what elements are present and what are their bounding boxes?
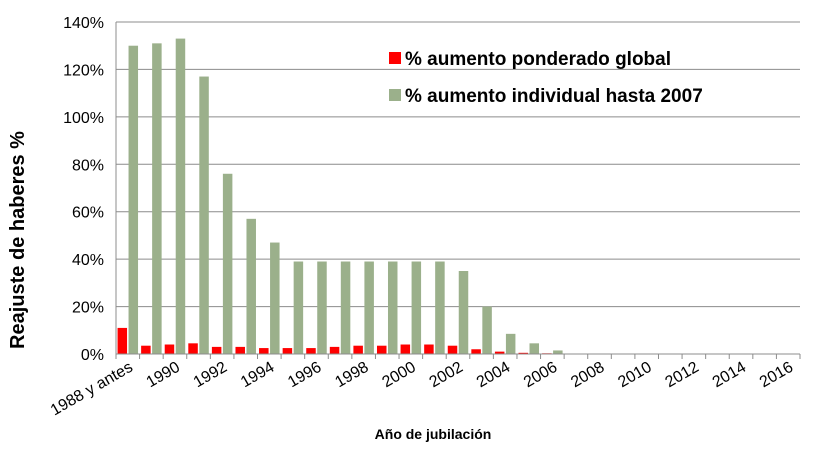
bar-ponderado	[164, 344, 175, 354]
y-tick-label: 140%	[63, 15, 104, 32]
bar-individual	[199, 76, 209, 355]
bar-individual	[222, 173, 233, 354]
bar-individual	[340, 261, 351, 354]
x-tick-label: 2002	[427, 359, 466, 392]
y-axis-title: Reajuste de haberes %	[7, 131, 29, 349]
x-tick-label: 1996	[285, 359, 324, 392]
legend-label-ponderado: % aumento ponderado global	[405, 49, 671, 70]
x-tick-label: 2006	[521, 359, 560, 392]
bar-ponderado	[424, 344, 434, 354]
bar-ponderado	[235, 346, 245, 354]
x-tick-label: 2016	[757, 359, 796, 392]
bar-individual	[458, 271, 469, 354]
bar-individual	[293, 261, 304, 354]
x-tick-label: 1998	[332, 359, 371, 392]
bar-ponderado	[494, 351, 505, 354]
bars	[117, 38, 563, 355]
x-tick-label: 2000	[380, 359, 419, 392]
bar-individual	[529, 343, 540, 354]
bar-ponderado	[282, 348, 293, 354]
bar-individual	[387, 261, 398, 354]
bar-individual	[435, 261, 445, 354]
x-tick-label: 2004	[474, 359, 513, 392]
bar-individual	[505, 333, 516, 354]
bar-individual	[411, 261, 422, 354]
bar-ponderado	[353, 345, 363, 354]
bar-individual	[482, 306, 492, 354]
bar-ponderado	[117, 327, 128, 354]
bar-ponderado	[471, 349, 481, 354]
y-tick-label: 80%	[72, 157, 104, 174]
axes	[115, 22, 801, 359]
bar-ponderado	[376, 345, 387, 354]
x-tick-label: 1988 y antes	[48, 359, 136, 420]
x-tick-label: 2012	[663, 359, 702, 392]
bar-individual	[175, 38, 186, 354]
bar-individual	[270, 242, 280, 354]
bar-individual	[317, 261, 327, 354]
bar-ponderado	[141, 345, 151, 354]
y-tick-label: 40%	[72, 252, 104, 269]
bar-ponderado	[447, 345, 458, 354]
legend-swatch-ponderado	[389, 52, 401, 64]
bar-ponderado	[259, 348, 269, 354]
x-tick-label: 2010	[615, 359, 654, 392]
legend: % aumento ponderado global % aumento ind…	[389, 49, 703, 107]
y-tick-label: 60%	[72, 205, 104, 222]
bar-ponderado	[211, 346, 222, 354]
bar-ponderado	[306, 348, 316, 354]
x-tick-label: 1992	[191, 359, 230, 392]
y-tick-label: 100%	[63, 110, 104, 127]
x-tick-label: 1990	[144, 359, 183, 392]
y-axis-ticks: 0% 20% 40% 60% 80% 100% 120% 140%	[63, 15, 104, 364]
bar-ponderado	[329, 346, 340, 354]
bar-individual	[553, 350, 563, 354]
bar-individual	[128, 45, 139, 354]
bar-individual	[364, 261, 374, 354]
x-tick-label: 2008	[568, 359, 607, 392]
bar-individual	[246, 218, 256, 354]
bar-individual	[152, 43, 162, 354]
x-tick-label: 2014	[710, 359, 749, 392]
bar-ponderado	[518, 352, 529, 354]
x-axis-ticks: 1988 y antes 1990 1992 1994 1996 1998 2000 2002…	[48, 359, 796, 420]
bar-ponderado	[188, 343, 198, 354]
legend-label-individual: % aumento individual hasta 2007	[405, 86, 703, 107]
x-axis-title: Año de jubilación	[375, 426, 492, 442]
x-tick-label: 1994	[238, 359, 277, 392]
y-tick-label: 120%	[63, 62, 104, 79]
y-tick-label: 20%	[72, 300, 104, 317]
legend-swatch-individual	[389, 89, 401, 101]
bar-ponderado	[400, 344, 411, 354]
y-tick-label: 0%	[81, 347, 104, 364]
